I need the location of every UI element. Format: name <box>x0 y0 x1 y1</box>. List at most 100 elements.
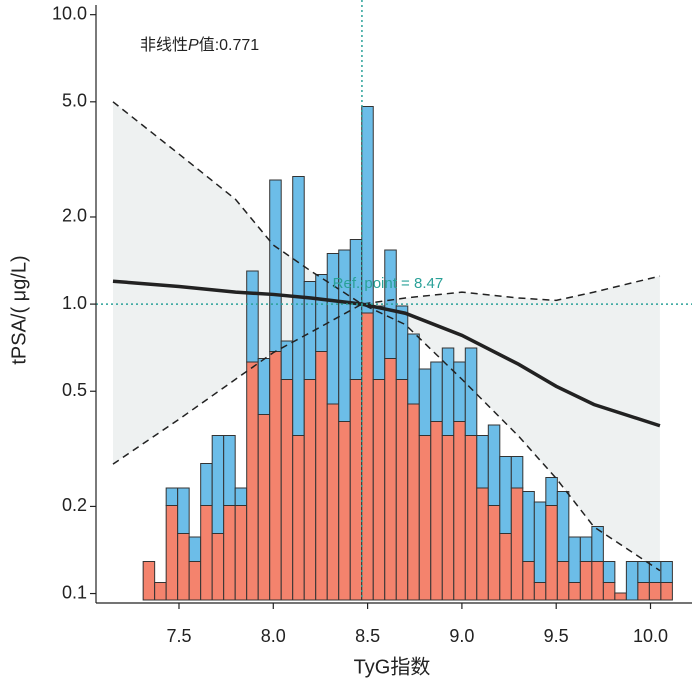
histogram-bar <box>614 592 627 601</box>
ci-band <box>112 101 660 571</box>
histogram-bar <box>349 239 363 380</box>
histogram-bar <box>407 403 420 601</box>
histogram-bar <box>499 456 512 534</box>
histogram-bar <box>303 379 317 601</box>
histogram-bar <box>625 561 639 601</box>
histogram-bar <box>591 526 604 562</box>
histogram-bar <box>142 561 156 601</box>
histogram-bar <box>280 379 294 601</box>
histogram-bar <box>257 414 271 601</box>
histogram-bar <box>430 361 443 422</box>
histogram-bar <box>418 368 432 436</box>
histogram-bar <box>246 361 259 601</box>
histogram-bar <box>487 424 501 506</box>
histogram-bar <box>441 435 455 601</box>
histogram-bar <box>292 176 305 436</box>
histogram-bar <box>395 305 409 380</box>
histogram-bar <box>418 435 432 601</box>
x-tick-label: 9.5 <box>544 626 569 646</box>
histogram-bar <box>487 505 501 601</box>
histogram-bar <box>522 561 535 601</box>
histogram-bar <box>648 582 662 601</box>
ci-lower <box>112 303 661 572</box>
y-tick-label: 0.5 <box>62 380 87 400</box>
x-tick-label: 7.5 <box>166 626 191 646</box>
histogram-bar <box>211 435 225 534</box>
histogram-bar <box>660 582 673 601</box>
histogram-bar <box>211 533 225 601</box>
histogram-bar <box>395 379 409 601</box>
histogram-bar <box>556 491 570 562</box>
histogram-bar <box>246 270 259 363</box>
annotation: 非线性P值:0.771 <box>140 36 259 54</box>
spline-curve <box>112 279 661 428</box>
histogram-bar <box>476 487 489 601</box>
histogram-bar <box>579 536 593 562</box>
y-tick-label: 1.0 <box>62 293 87 313</box>
histogram-bar <box>464 435 478 601</box>
histogram-bar <box>165 505 179 601</box>
histogram-bar <box>154 582 167 601</box>
x-tick-label: 10.0 <box>633 626 668 646</box>
histogram-bar <box>292 435 305 601</box>
histogram-bar <box>349 379 363 601</box>
histogram-bar <box>269 351 282 601</box>
histogram-bar <box>269 179 282 352</box>
histogram-bar <box>234 505 248 601</box>
histogram-bar <box>533 582 547 601</box>
histogram-bar <box>591 561 604 601</box>
histogram-bar <box>234 487 248 506</box>
y-tick-label: 2.0 <box>62 206 87 226</box>
histogram-bar <box>637 561 650 583</box>
histogram-bar <box>602 582 616 601</box>
ref-label: Ref. point = 8.47 <box>333 275 444 292</box>
x-tick-label: 8.5 <box>355 626 380 646</box>
histogram-bar <box>602 561 616 583</box>
histogram-bar <box>568 536 581 583</box>
histogram-bar <box>372 305 386 380</box>
histogram-bar <box>384 358 397 601</box>
histogram-bar <box>660 561 673 583</box>
histogram-bar <box>200 463 213 506</box>
histogram-bar <box>464 347 478 436</box>
histogram-bar <box>223 435 236 506</box>
histogram-bar <box>510 456 524 489</box>
histogram-bar <box>556 561 570 601</box>
histogram-bar <box>372 379 386 601</box>
y-tick-label: 0.2 <box>62 495 87 515</box>
x-tick-label: 9.0 <box>449 626 474 646</box>
histogram-bar <box>361 312 374 601</box>
histogram-bar <box>407 333 420 405</box>
histogram-bar <box>315 351 328 601</box>
histogram-bar <box>522 491 535 562</box>
histogram-bar <box>257 358 271 415</box>
histogram-bar <box>545 505 558 601</box>
histogram-bar <box>188 536 202 562</box>
histogram-bar <box>361 106 374 314</box>
histogram-bar <box>453 361 466 422</box>
histogram-bar <box>510 487 524 601</box>
x-axis-label: TyG指数 <box>354 655 431 678</box>
x-tick-label: 8.0 <box>261 626 286 646</box>
y-tick-label: 5.0 <box>62 91 87 111</box>
histogram-bar <box>315 274 328 352</box>
annotation-part: 值:0.771 <box>199 36 260 54</box>
histogram-bar <box>533 501 547 583</box>
histogram-bar <box>188 561 202 601</box>
y-tick-label: 0.1 <box>62 582 87 602</box>
histogram-bar <box>579 561 593 601</box>
histogram-bar <box>223 505 236 601</box>
histogram-bar <box>637 582 650 601</box>
histogram-bar <box>177 487 190 534</box>
histogram-bar <box>177 533 190 601</box>
histogram-bar <box>499 533 512 601</box>
histogram-bar <box>453 421 466 601</box>
histogram-bar <box>338 421 351 601</box>
y-tick-label: 10.0 <box>52 3 87 23</box>
histogram-bar <box>326 403 340 601</box>
histogram-bar <box>165 487 179 506</box>
histogram-bar <box>200 505 213 601</box>
histogram-bar <box>476 435 489 489</box>
